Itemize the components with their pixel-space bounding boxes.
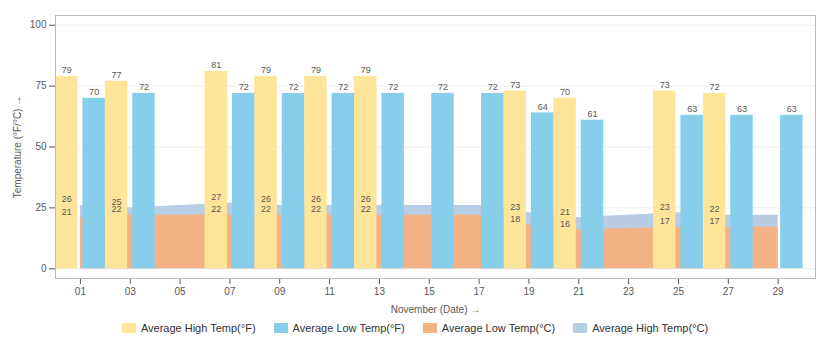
svg-text:77: 77 — [112, 70, 122, 80]
svg-text:22: 22 — [111, 204, 122, 215]
svg-text:75: 75 — [35, 80, 47, 91]
svg-text:23: 23 — [623, 286, 635, 297]
svg-text:05: 05 — [175, 286, 187, 297]
svg-text:22: 22 — [261, 204, 271, 214]
svg-text:15: 15 — [424, 286, 436, 297]
svg-text:November (Date) →: November (Date) → — [391, 304, 480, 315]
svg-text:72: 72 — [139, 82, 149, 92]
svg-text:21: 21 — [560, 207, 570, 217]
svg-text:26: 26 — [311, 194, 321, 204]
svg-text:79: 79 — [62, 65, 72, 75]
svg-text:26: 26 — [261, 194, 271, 204]
svg-text:23: 23 — [510, 202, 520, 212]
svg-text:21: 21 — [573, 286, 585, 297]
svg-text:25: 25 — [112, 197, 122, 207]
svg-text:0: 0 — [41, 263, 47, 274]
svg-text:22: 22 — [710, 204, 720, 214]
svg-text:09: 09 — [274, 286, 286, 297]
svg-text:26: 26 — [361, 194, 371, 204]
svg-text:50: 50 — [35, 141, 47, 152]
svg-text:70: 70 — [560, 87, 570, 97]
svg-text:22: 22 — [361, 204, 371, 214]
svg-text:19: 19 — [523, 286, 535, 297]
svg-text:63: 63 — [687, 104, 697, 114]
svg-text:13: 13 — [374, 286, 386, 297]
svg-text:22: 22 — [311, 204, 321, 214]
svg-text:29: 29 — [773, 286, 785, 297]
svg-text:72: 72 — [488, 82, 498, 92]
svg-text:25: 25 — [673, 286, 685, 297]
svg-text:17: 17 — [710, 216, 720, 226]
svg-text:73: 73 — [510, 80, 520, 90]
svg-text:72: 72 — [338, 82, 348, 92]
svg-text:11: 11 — [324, 286, 335, 297]
html-text:Average Low Temp(°F): Average Low Temp(°F) — [292, 322, 405, 334]
svg-text:27: 27 — [723, 286, 735, 297]
svg-text:26: 26 — [62, 194, 72, 204]
svg-text:18: 18 — [510, 214, 520, 224]
svg-text:72: 72 — [239, 82, 249, 92]
svg-text:72: 72 — [388, 82, 398, 92]
html-text:Average High Temp(°C): Average High Temp(°C) — [592, 322, 709, 334]
svg-text:72: 72 — [438, 82, 448, 92]
svg-text:63: 63 — [787, 104, 797, 114]
svg-text:63: 63 — [737, 104, 747, 114]
svg-text:16: 16 — [560, 219, 570, 229]
svg-text:17: 17 — [474, 286, 486, 297]
svg-text:72: 72 — [710, 82, 720, 92]
svg-text:79: 79 — [261, 65, 271, 75]
svg-text:21: 21 — [62, 207, 72, 217]
svg-text:23: 23 — [660, 202, 670, 212]
svg-text:22: 22 — [211, 204, 221, 214]
svg-text:73: 73 — [660, 80, 670, 90]
svg-text:72: 72 — [288, 82, 298, 92]
svg-text:64: 64 — [538, 102, 548, 112]
svg-text:07: 07 — [224, 286, 236, 297]
svg-text:61: 61 — [587, 109, 597, 119]
svg-text:03: 03 — [125, 286, 137, 297]
svg-text:70: 70 — [89, 87, 99, 97]
svg-text:Temperature (°F/°C) →: Temperature (°F/°C) → — [12, 96, 23, 198]
svg-text:17: 17 — [660, 216, 670, 226]
svg-text:79: 79 — [361, 65, 371, 75]
svg-text:25: 25 — [35, 202, 47, 213]
html-text:Average Low Temp(°C): Average Low Temp(°C) — [441, 322, 556, 334]
svg-text:100: 100 — [30, 19, 47, 30]
html-text:Average High Temp(°F): Average High Temp(°F) — [140, 322, 256, 334]
svg-text:79: 79 — [311, 65, 321, 75]
svg-text:01: 01 — [75, 286, 87, 297]
svg-text:81: 81 — [211, 60, 221, 70]
svg-text:27: 27 — [211, 192, 221, 202]
